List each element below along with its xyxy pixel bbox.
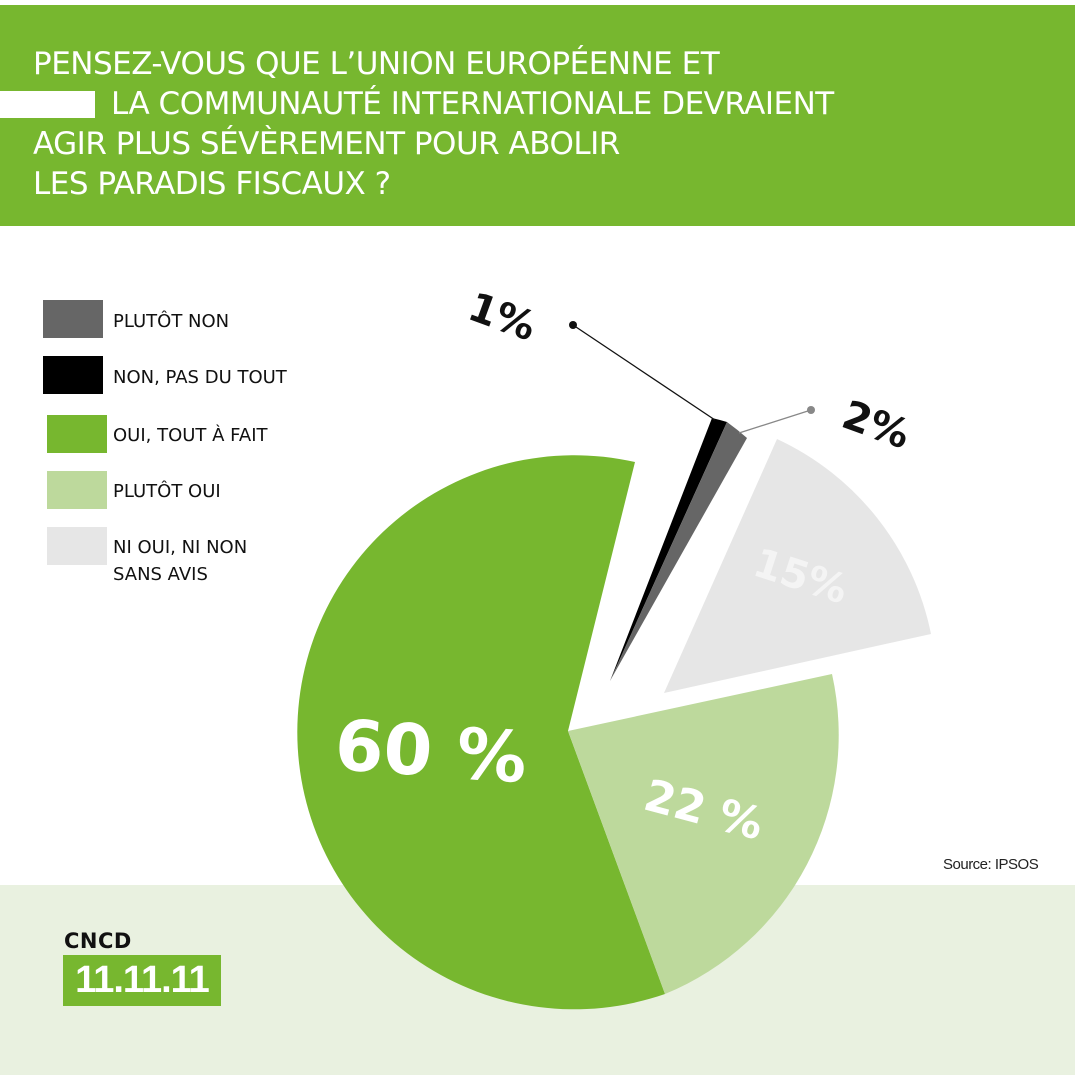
legend-label: NON, PAS DU TOUT	[113, 367, 287, 388]
legend-label: PLUTÔT NON	[113, 311, 230, 332]
source-note: Source: IPSOS	[943, 856, 1039, 873]
slice-oui-tout-a-fait	[297, 455, 665, 1010]
legend-label-line2: SANS AVIS	[113, 564, 208, 585]
logo-cncd: CNCD	[64, 929, 132, 953]
leader-dot-1pct	[569, 321, 577, 329]
label-60pct: 60 %	[332, 704, 530, 800]
header-banner: PENSEZ-VOUS QUE L’UNION EUROPÉENNE ET LA…	[0, 5, 1075, 226]
slice-plutot-non	[610, 422, 747, 681]
slice-ni-oui-ni-non	[664, 439, 931, 693]
slice-non-pas-du-tout	[610, 418, 727, 681]
legend-swatch-plutot-oui	[47, 471, 107, 509]
legend-swatch-oui-tout-a-fait	[47, 415, 107, 453]
title-line-3: AGIR PLUS SÉVÈREMENT POUR ABOLIR	[33, 126, 620, 162]
legend-label: OUI, TOUT À FAIT	[113, 425, 268, 446]
legend-label: PLUTÔT OUI	[113, 481, 221, 502]
leader-line-2pct	[738, 409, 812, 434]
logo-111111: 11.11.11	[63, 955, 221, 1006]
legend-swatch-non-pas-du-tout	[43, 356, 103, 394]
leader-line-1pct	[572, 324, 716, 421]
legend-label: NI OUI, NI NON	[113, 537, 248, 558]
legend-item-non-pas-du-tout: NON, PAS DU TOUT	[43, 356, 287, 394]
title-line-4: LES PARADIS FISCAUX ?	[33, 166, 391, 202]
title-accent-bar	[0, 91, 95, 118]
legend-item-plutot-oui: PLUTÔT OUI	[47, 471, 221, 509]
legend-swatch-ni-oui-ni-non	[47, 527, 107, 565]
leader-dot-2pct	[807, 406, 815, 414]
legend-swatch-plutot-non	[43, 300, 103, 338]
legend-item-plutot-non: PLUTÔT NON	[43, 300, 229, 338]
slice-plutot-oui	[568, 674, 839, 994]
title-line-2: LA COMMUNAUTÉ INTERNATIONALE DEVRAIENT	[111, 86, 834, 122]
legend-item-oui-tout-a-fait: OUI, TOUT À FAIT	[47, 415, 268, 453]
title-line-1: PENSEZ-VOUS QUE L’UNION EUROPÉENNE ET	[33, 46, 720, 82]
legend-item-ni-oui-ni-non: NI OUI, NI NON SANS AVIS	[47, 527, 247, 585]
